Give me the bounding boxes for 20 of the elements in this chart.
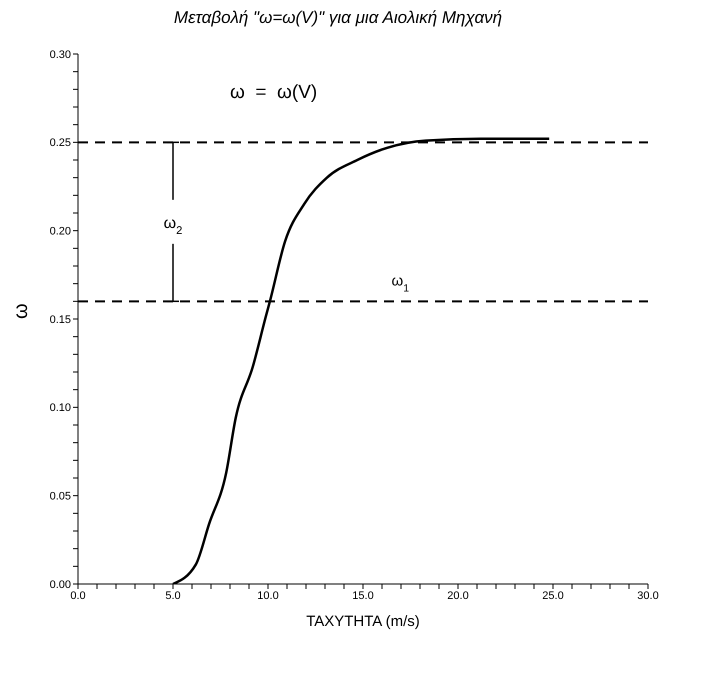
annotation: ω = ω(V) xyxy=(230,82,318,104)
x-tick-label: 10.0 xyxy=(257,590,279,602)
y-tick-label: 0.00 xyxy=(50,578,71,591)
y-tick-label: 0.15 xyxy=(50,314,71,326)
y-tick-label: 0.25 xyxy=(50,137,71,150)
x-tick-label: 20.0 xyxy=(447,590,469,602)
annotation: ω$_{2}$ xyxy=(164,214,182,237)
x-tick-label: 0.0 xyxy=(70,590,86,602)
y-tick-label: 0.05 xyxy=(50,490,71,503)
x-tick-label: 15.0 xyxy=(352,590,374,602)
x-axis-title: ΤΑΧΥΤΗΤΑ (m/s) xyxy=(306,613,420,630)
y-tick-label: 0.30 xyxy=(50,48,71,61)
ref-line-label: ω$_{1}$ xyxy=(392,272,410,294)
chart-title: Μεταβολή "ω=ω(V)" για μια Αιολική Μηχανή xyxy=(172,8,504,28)
y-axis-title: ω xyxy=(10,303,32,319)
x-tick-label: 5.0 xyxy=(165,590,181,602)
x-tick-label: 25.0 xyxy=(542,590,564,602)
y-tick-label: 0.10 xyxy=(50,402,71,414)
y-tick-label: 0.20 xyxy=(50,226,71,238)
x-tick-label: 30.0 xyxy=(637,590,659,602)
